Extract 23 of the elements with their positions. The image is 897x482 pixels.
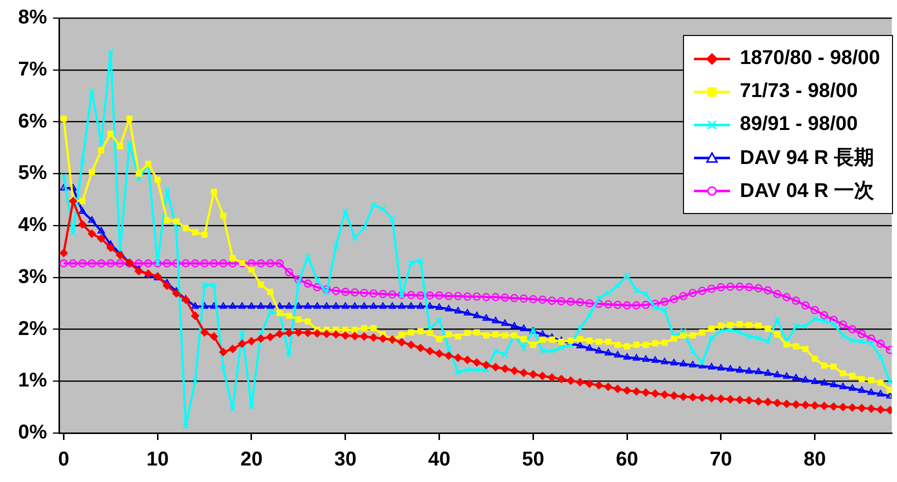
x-tick-label: 70 xyxy=(710,448,732,471)
x-tick-label: 30 xyxy=(334,448,356,471)
legend-label: DAV 04 R 一次 xyxy=(740,179,874,204)
legend-label: 1870/80 - 98/00 xyxy=(740,47,880,70)
y-tick-label: 8% xyxy=(18,6,48,29)
y-tick-label: 4% xyxy=(18,214,48,236)
x-tick-label: 50 xyxy=(522,448,544,471)
legend-label: 89/91 - 98/00 xyxy=(740,113,858,136)
x-tick-label: 80 xyxy=(804,448,826,471)
y-tick-label: 0% xyxy=(18,422,48,444)
y-tick-label: 2% xyxy=(18,318,48,340)
y-tick-label: 1% xyxy=(18,370,48,392)
y-tick-label: 7% xyxy=(18,58,48,80)
y-tick-label: 5% xyxy=(18,162,48,184)
x-tick-label: 40 xyxy=(428,448,450,471)
x-tick-label: 60 xyxy=(616,448,638,471)
x-tick-label: 0 xyxy=(58,448,70,471)
legend-label: 71/73 - 98/00 xyxy=(740,80,858,103)
y-tick-label: 6% xyxy=(18,110,48,132)
legend-label: DAV 94 R 長期 xyxy=(740,146,874,171)
x-tick-label: 20 xyxy=(240,448,263,471)
y-tick-label: 3% xyxy=(18,266,48,288)
x-tick-label: 10 xyxy=(146,448,169,471)
